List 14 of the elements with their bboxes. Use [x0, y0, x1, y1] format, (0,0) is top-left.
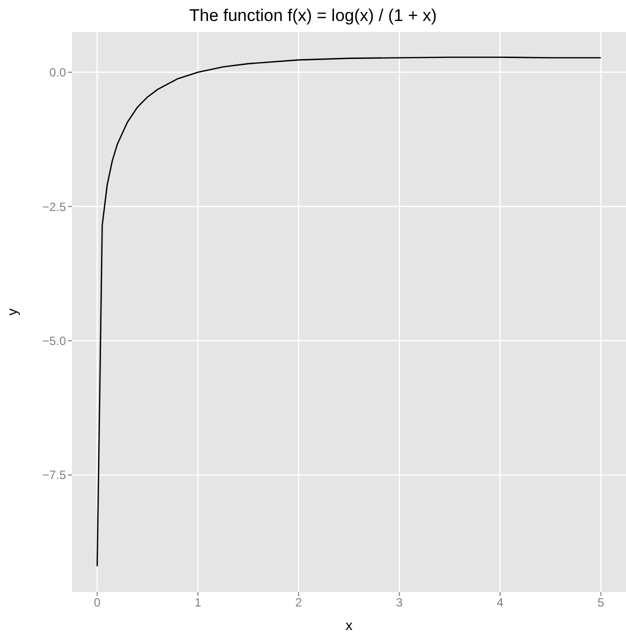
y-tick-label: −7.5	[42, 468, 66, 482]
y-tick-label: −5.0	[42, 334, 66, 348]
line-series	[96, 56, 602, 567]
y-axis-title: y	[4, 308, 20, 316]
x-tick-label: 0	[94, 596, 101, 610]
x-tick-label: 2	[295, 596, 302, 610]
x-tick-label: 3	[396, 596, 404, 610]
y-tick-label: −2.5	[42, 200, 66, 214]
x-tick-label: 4	[496, 596, 504, 610]
x-tick-label: 5	[597, 596, 604, 610]
x-tick-label: 1	[194, 596, 202, 610]
y-tick-label: 0.0	[49, 66, 66, 80]
x-axis-title: x	[346, 617, 352, 632]
chart-title: The function f(x) = log(x) / (1 + x)	[188, 6, 438, 26]
